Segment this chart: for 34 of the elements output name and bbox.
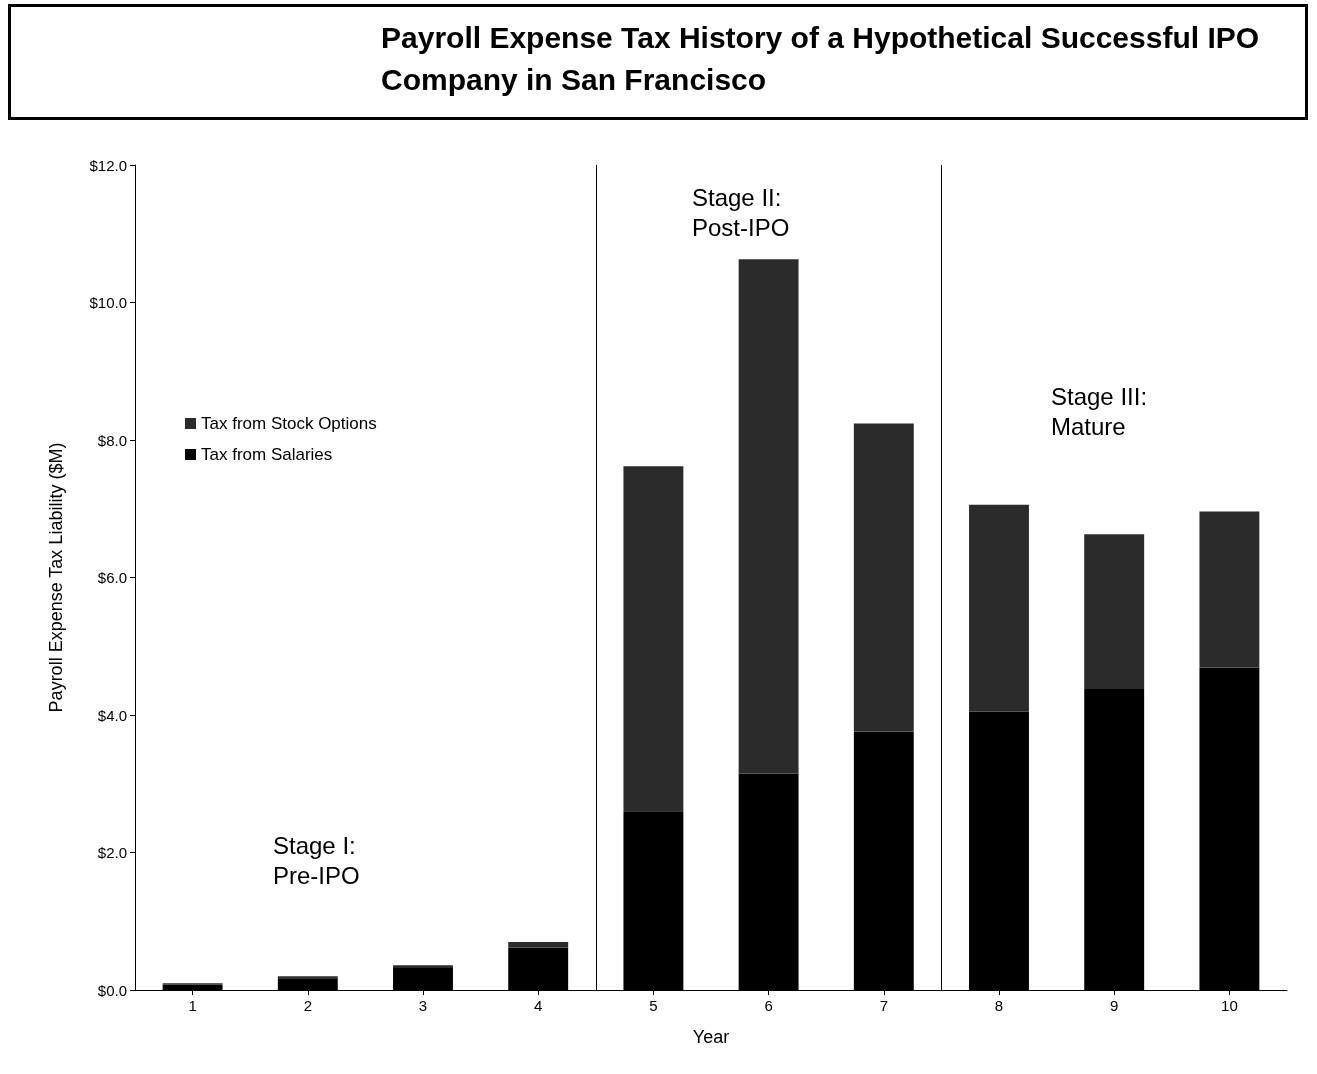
y-tick-label: $4.0 <box>97 706 127 724</box>
y-tick-label: $6.0 <box>97 569 127 586</box>
y-tick-label: $8.0 <box>97 431 127 449</box>
bar <box>853 423 914 732</box>
x-tick-label: 4 <box>534 997 543 1014</box>
bar <box>277 976 338 979</box>
bar <box>1084 534 1145 689</box>
bar <box>738 259 799 774</box>
y-axis-title: Payroll Expense Tax Liability ($M) <box>46 442 66 713</box>
x-tick-label: 7 <box>879 997 888 1014</box>
x-tick-label: 5 <box>649 997 658 1014</box>
chart-title: Payroll Expense Tax History of a Hypothetical Successful IPO Company in San Francisco <box>381 20 1261 98</box>
annotation: Stage II: Post-IPO <box>692 183 790 241</box>
x-tick-label: 6 <box>764 997 773 1014</box>
x-tick-label: 2 <box>303 997 312 1014</box>
x-tick-label: 1 <box>188 997 197 1014</box>
x-axis-title: Year <box>692 1027 730 1047</box>
y-tick-label: $10.0 <box>89 294 127 311</box>
x-tick-label: 3 <box>418 997 428 1014</box>
annotation: Stage I: Pre-IPO <box>273 831 360 889</box>
bar <box>623 466 684 812</box>
bar <box>393 965 453 968</box>
y-tick-label: $12.0 <box>89 156 127 174</box>
bar <box>1199 511 1260 668</box>
x-tick-label: 10 <box>1221 997 1238 1014</box>
legend-label: Tax from Salaries <box>201 445 333 464</box>
y-tick-label: $0.0 <box>97 981 127 999</box>
x-tick-label: 8 <box>994 997 1004 1014</box>
x-tick-label: 9 <box>1110 997 1119 1014</box>
annotation: Stage III: Mature <box>1051 382 1148 440</box>
y-tick-label: $2.0 <box>97 844 127 861</box>
bar <box>508 941 569 948</box>
bar <box>969 504 1029 712</box>
legend-label: Tax from Stock Options <box>201 414 377 433</box>
